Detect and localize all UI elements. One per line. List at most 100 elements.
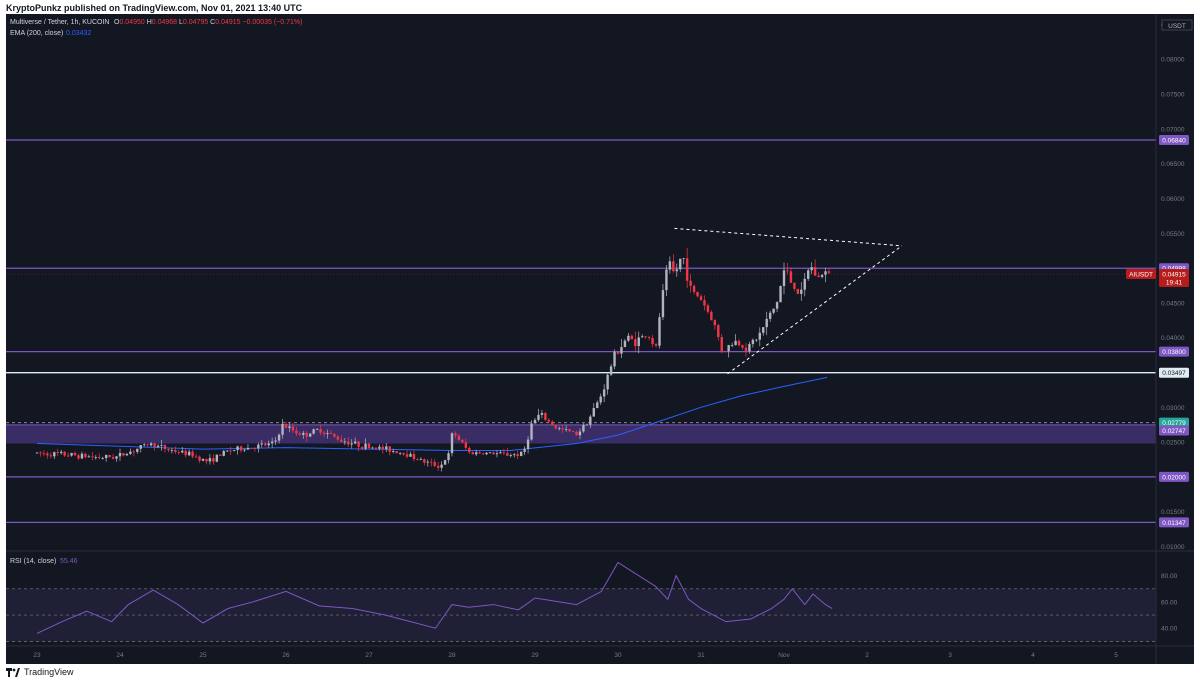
time-tick-label: 30 xyxy=(614,652,622,659)
candle-body xyxy=(710,311,713,321)
candle-body xyxy=(824,271,827,275)
level-price-tag: 0.01347 xyxy=(1162,520,1186,527)
candle-body xyxy=(291,426,295,431)
candle-body xyxy=(98,456,101,459)
candle-body xyxy=(730,345,734,346)
level-price-tag: 0.03800 xyxy=(1162,349,1186,356)
candle-body xyxy=(737,340,741,346)
candle-body xyxy=(398,452,402,454)
candle-body xyxy=(163,445,167,450)
level-price-tag-bg xyxy=(1159,471,1189,482)
candle-body xyxy=(568,429,571,432)
candle-body xyxy=(564,429,568,430)
brand-footer: TradingView xyxy=(6,667,74,677)
candle-body xyxy=(219,454,222,456)
chart-panel[interactable]: 0.085000.080000.075000.070000.065000.060… xyxy=(6,14,1194,664)
candle-body xyxy=(136,448,139,452)
last-price-value: 0.04915 xyxy=(1162,271,1186,278)
candle-body xyxy=(39,452,42,454)
zone-price-tag: 0.02747 xyxy=(1162,428,1186,435)
time-tick-label: 25 xyxy=(199,652,207,659)
candle-body xyxy=(602,389,606,397)
time-tick-label: 23 xyxy=(33,652,41,659)
candle-body xyxy=(329,433,333,434)
candle-body xyxy=(153,443,156,448)
candle-body xyxy=(56,452,59,454)
time-tick-label: Nov xyxy=(778,652,790,659)
level-price-tag-bg xyxy=(1159,134,1189,145)
candle-body xyxy=(253,448,257,449)
candle-body xyxy=(222,450,225,456)
candle-body xyxy=(111,457,115,459)
candle-body xyxy=(509,455,512,456)
candle-body xyxy=(699,296,703,301)
candle-body xyxy=(267,443,270,446)
candle-body xyxy=(156,445,160,448)
last-price-symbol: AIUSDT xyxy=(1129,271,1153,278)
price-tick-label: 0.02500 xyxy=(1161,440,1185,447)
price-tick-label: 0.04500 xyxy=(1161,300,1185,307)
time-tick-label: 28 xyxy=(448,652,456,659)
candle-body xyxy=(205,458,208,462)
candle-body xyxy=(243,449,246,451)
rsi-tick-label: 40.00 xyxy=(1161,626,1178,633)
triangle-upper-trendline xyxy=(674,227,902,247)
candle-body xyxy=(385,446,388,450)
candle-body xyxy=(257,444,260,449)
candle-body xyxy=(436,465,440,468)
candle-body xyxy=(177,452,180,453)
candle-body xyxy=(395,451,398,454)
candle-body xyxy=(513,454,516,456)
candle-body xyxy=(367,443,371,449)
price-tick-label: 0.04000 xyxy=(1161,335,1185,342)
publish-caption: KryptoPunkz published on TradingView.com… xyxy=(6,3,303,13)
legend-ema-value: 0.03432 xyxy=(66,30,91,37)
candle-body xyxy=(502,452,506,454)
time-tick-label: 27 xyxy=(365,652,373,659)
candle-body xyxy=(250,447,253,449)
candle-body xyxy=(66,455,70,457)
price-tick-label: 0.06500 xyxy=(1161,161,1185,168)
candle-body xyxy=(312,429,315,434)
candle-body xyxy=(478,452,481,454)
candle-body xyxy=(416,459,419,460)
candle-body xyxy=(634,339,637,347)
candle-body xyxy=(104,455,108,459)
support-price-tag-bg xyxy=(1159,367,1189,378)
time-axis: 23 24 25 26 27 28 29 30 31 Nov 2 3 4 5 xyxy=(33,652,1118,659)
candle-body xyxy=(426,461,429,463)
candle-body xyxy=(599,396,602,403)
ema-layer xyxy=(36,376,828,451)
candle-body xyxy=(302,432,305,435)
brand-name: TradingView xyxy=(24,667,74,677)
price-chart[interactable]: 0.085000.080000.075000.070000.065000.060… xyxy=(6,14,1194,664)
level-price-tag: 0.02000 xyxy=(1162,474,1186,481)
candle-body xyxy=(623,340,627,348)
candle-body xyxy=(322,432,326,435)
time-tick-label: 29 xyxy=(531,652,539,659)
level-price-tag-bg xyxy=(1159,346,1189,357)
candle-body xyxy=(378,446,381,449)
candle-body xyxy=(118,452,122,457)
price-tick-label: 0.05500 xyxy=(1161,231,1185,238)
candle-body xyxy=(360,446,364,449)
candle-body xyxy=(641,336,644,338)
candle-body xyxy=(751,339,755,345)
candle-body xyxy=(412,453,416,460)
candle-body xyxy=(60,451,63,454)
currency-badge: USDT xyxy=(1161,19,1193,31)
support-price-tag: 0.03497 xyxy=(1162,370,1186,377)
candle-body xyxy=(637,337,640,347)
legend-rsi-value: 55.46 xyxy=(60,558,78,565)
candle-body xyxy=(239,446,243,451)
candle-body xyxy=(277,434,281,441)
candle-body xyxy=(260,443,263,445)
candle-body xyxy=(485,452,488,455)
candle-body xyxy=(371,447,374,449)
candle-body xyxy=(827,271,831,273)
candle-body xyxy=(181,450,184,453)
candle-body xyxy=(537,414,540,420)
price-tick-label: 0.07000 xyxy=(1161,126,1185,133)
candle-body xyxy=(706,305,710,312)
rsi-pane xyxy=(6,561,1156,642)
